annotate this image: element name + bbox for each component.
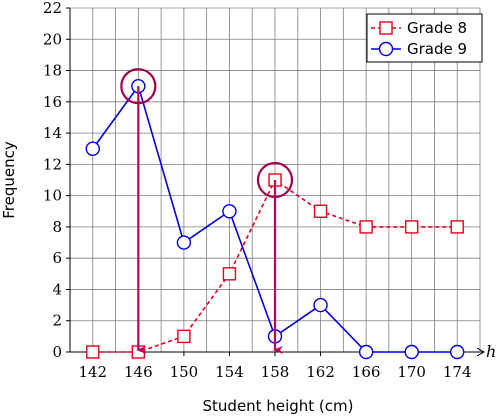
legend: Grade 8 Grade 9: [366, 13, 483, 63]
data-point: [404, 220, 419, 234]
y-tick-label: 12: [43, 155, 62, 173]
data-point: [222, 204, 237, 219]
y-tick-label: 2: [52, 312, 62, 330]
y-tick-label: 10: [43, 187, 62, 205]
x-tick-label: 150: [170, 363, 199, 381]
x-tick-label: 170: [397, 363, 426, 381]
x-tick-label: 146: [124, 363, 153, 381]
x-tick-label: 154: [215, 363, 244, 381]
legend-label: Grade 9: [407, 40, 467, 58]
x-tick-label: 158: [261, 363, 290, 381]
legend-marker: [379, 21, 393, 35]
x-axis-symbol: h: [486, 342, 496, 361]
data-point: [176, 235, 192, 250]
data-point: [85, 141, 100, 156]
y-tick-label: 0: [52, 343, 62, 361]
y-tick-label: 8: [52, 218, 62, 236]
legend-entry: Grade 8: [371, 19, 467, 37]
y-tick-label: 14: [43, 124, 62, 142]
data-point: [404, 344, 419, 360]
data-point: [177, 329, 191, 344]
legend-entry: Grade 9: [371, 40, 467, 58]
data-point: [450, 344, 465, 360]
data-point: [222, 267, 237, 281]
x-tick-label: 142: [78, 363, 107, 381]
tick-labels: 142 146 150 154 158 162 166 170 174 0 2 4 6 8 10 12 14 16…: [43, 0, 472, 381]
y-tick-label: 4: [52, 280, 62, 298]
y-axis-label: Frequency: [0, 141, 18, 219]
y-tick-label: 6: [52, 249, 62, 267]
data-point: [359, 220, 373, 234]
data-point: [86, 345, 100, 359]
x-tick-label: 166: [352, 363, 381, 381]
y-tick-label: 22: [43, 0, 62, 17]
x-tick-label: 162: [306, 363, 335, 381]
y-tick-label: 20: [43, 30, 62, 48]
legend-marker: [378, 41, 394, 57]
data-point: [450, 220, 464, 234]
data-point: [358, 344, 374, 360]
y-tick-label: 18: [43, 62, 62, 80]
x-tick-label: 174: [443, 363, 472, 381]
highlight-circle: [256, 161, 294, 199]
annotations: [120, 68, 294, 354]
data-point: [313, 297, 328, 313]
highlight-circle: [120, 68, 157, 105]
legend-label: Grade 8: [407, 19, 467, 37]
y-tick-label: 16: [43, 93, 62, 111]
x-axis-label: Student height (cm): [203, 397, 354, 415]
data-point: [313, 204, 328, 218]
